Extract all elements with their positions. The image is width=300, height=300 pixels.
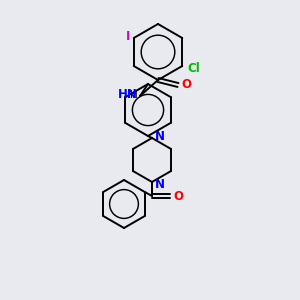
Text: HN: HN [118, 88, 138, 101]
Text: I: I [125, 29, 130, 43]
Text: Cl: Cl [187, 61, 200, 74]
Text: O: O [181, 79, 191, 92]
Text: N: N [155, 130, 165, 142]
Text: N: N [155, 178, 165, 190]
Text: H: H [130, 90, 138, 100]
Text: O: O [173, 190, 183, 202]
